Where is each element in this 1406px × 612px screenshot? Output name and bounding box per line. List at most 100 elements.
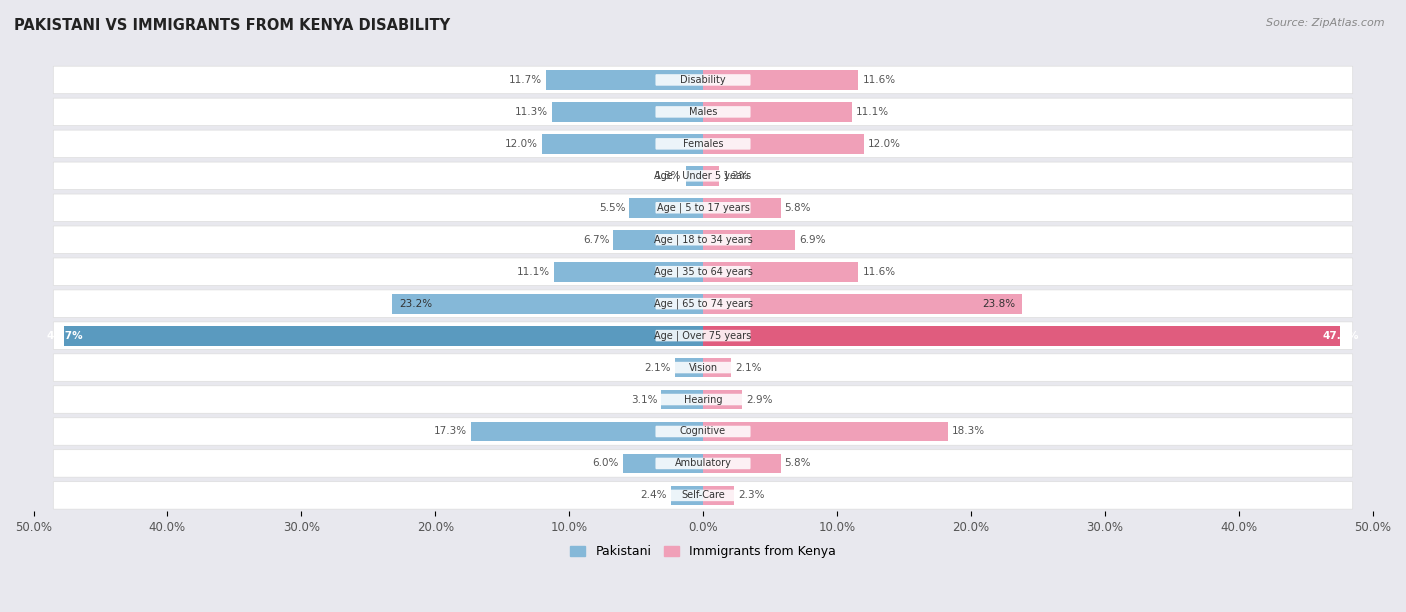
Text: 11.6%: 11.6% <box>862 75 896 85</box>
Text: 5.5%: 5.5% <box>599 203 626 213</box>
Text: 12.0%: 12.0% <box>505 139 538 149</box>
FancyBboxPatch shape <box>655 458 751 469</box>
FancyBboxPatch shape <box>53 322 1353 349</box>
FancyBboxPatch shape <box>53 66 1353 94</box>
FancyBboxPatch shape <box>53 290 1353 318</box>
Bar <box>392 294 703 313</box>
Bar <box>703 198 780 218</box>
FancyBboxPatch shape <box>655 394 751 405</box>
Bar <box>703 262 858 282</box>
Text: Age | 65 to 74 years: Age | 65 to 74 years <box>654 299 752 309</box>
Text: 12.0%: 12.0% <box>868 139 901 149</box>
Text: Age | 35 to 64 years: Age | 35 to 64 years <box>654 266 752 277</box>
Bar <box>703 422 948 441</box>
Legend: Pakistani, Immigrants from Kenya: Pakistani, Immigrants from Kenya <box>565 540 841 563</box>
Text: 47.7%: 47.7% <box>46 330 83 341</box>
Bar <box>630 198 703 218</box>
Text: 6.9%: 6.9% <box>800 235 825 245</box>
Bar <box>703 453 780 473</box>
Text: 2.1%: 2.1% <box>735 362 762 373</box>
Text: 47.6%: 47.6% <box>1323 330 1360 341</box>
Text: 23.2%: 23.2% <box>399 299 432 308</box>
Text: 1.2%: 1.2% <box>723 171 749 181</box>
Text: PAKISTANI VS IMMIGRANTS FROM KENYA DISABILITY: PAKISTANI VS IMMIGRANTS FROM KENYA DISAB… <box>14 18 450 34</box>
Text: 5.8%: 5.8% <box>785 458 811 468</box>
FancyBboxPatch shape <box>53 386 1353 413</box>
FancyBboxPatch shape <box>53 98 1353 125</box>
Text: 11.3%: 11.3% <box>515 107 548 117</box>
FancyBboxPatch shape <box>655 298 751 310</box>
Text: Self-Care: Self-Care <box>681 490 725 501</box>
Bar <box>703 390 742 409</box>
FancyBboxPatch shape <box>655 234 751 245</box>
Bar <box>543 134 703 154</box>
Text: 1.3%: 1.3% <box>655 171 682 181</box>
FancyBboxPatch shape <box>655 202 751 214</box>
FancyBboxPatch shape <box>655 426 751 437</box>
Bar <box>703 326 1340 346</box>
Text: 11.7%: 11.7% <box>509 75 543 85</box>
Text: Males: Males <box>689 107 717 117</box>
Bar <box>703 357 731 378</box>
Text: Age | Under 5 years: Age | Under 5 years <box>654 171 752 181</box>
Text: 23.8%: 23.8% <box>981 299 1015 308</box>
Bar <box>675 357 703 378</box>
Text: 18.3%: 18.3% <box>952 427 986 436</box>
Text: 6.0%: 6.0% <box>592 458 619 468</box>
Bar <box>703 102 852 122</box>
FancyBboxPatch shape <box>53 226 1353 253</box>
Text: Age | 18 to 34 years: Age | 18 to 34 years <box>654 234 752 245</box>
Bar <box>623 453 703 473</box>
FancyBboxPatch shape <box>53 130 1353 158</box>
Bar <box>554 262 703 282</box>
FancyBboxPatch shape <box>53 258 1353 285</box>
Bar <box>703 485 734 506</box>
FancyBboxPatch shape <box>655 330 751 341</box>
FancyBboxPatch shape <box>655 138 751 149</box>
FancyBboxPatch shape <box>655 106 751 118</box>
FancyBboxPatch shape <box>53 162 1353 190</box>
Bar <box>703 294 1022 313</box>
Text: Disability: Disability <box>681 75 725 85</box>
Bar <box>686 166 703 185</box>
Bar <box>703 134 863 154</box>
Bar <box>671 485 703 506</box>
Text: 11.1%: 11.1% <box>517 267 550 277</box>
Text: Age | Over 75 years: Age | Over 75 years <box>654 330 752 341</box>
Text: Cognitive: Cognitive <box>681 427 725 436</box>
Bar <box>703 70 858 90</box>
Text: Age | 5 to 17 years: Age | 5 to 17 years <box>657 203 749 213</box>
FancyBboxPatch shape <box>655 362 751 373</box>
Text: Females: Females <box>683 139 723 149</box>
Text: Source: ZipAtlas.com: Source: ZipAtlas.com <box>1267 18 1385 28</box>
Text: 11.1%: 11.1% <box>856 107 889 117</box>
FancyBboxPatch shape <box>655 490 751 501</box>
Text: Ambulatory: Ambulatory <box>675 458 731 468</box>
FancyBboxPatch shape <box>53 482 1353 509</box>
Text: Hearing: Hearing <box>683 395 723 405</box>
Text: 17.3%: 17.3% <box>434 427 467 436</box>
Text: 11.6%: 11.6% <box>862 267 896 277</box>
Bar <box>471 422 703 441</box>
FancyBboxPatch shape <box>655 266 751 277</box>
Text: 5.8%: 5.8% <box>785 203 811 213</box>
FancyBboxPatch shape <box>53 450 1353 477</box>
FancyBboxPatch shape <box>655 170 751 182</box>
FancyBboxPatch shape <box>655 74 751 86</box>
Text: 2.1%: 2.1% <box>644 362 671 373</box>
FancyBboxPatch shape <box>53 354 1353 381</box>
Text: 2.9%: 2.9% <box>745 395 772 405</box>
FancyBboxPatch shape <box>53 418 1353 446</box>
Text: Vision: Vision <box>689 362 717 373</box>
Bar <box>65 326 703 346</box>
Bar <box>703 166 718 185</box>
Bar <box>703 230 796 250</box>
Bar <box>613 230 703 250</box>
Text: 3.1%: 3.1% <box>631 395 658 405</box>
FancyBboxPatch shape <box>53 194 1353 222</box>
Bar <box>661 390 703 409</box>
Text: 2.3%: 2.3% <box>738 490 765 501</box>
Text: 2.4%: 2.4% <box>640 490 666 501</box>
Bar <box>551 102 703 122</box>
Bar <box>547 70 703 90</box>
